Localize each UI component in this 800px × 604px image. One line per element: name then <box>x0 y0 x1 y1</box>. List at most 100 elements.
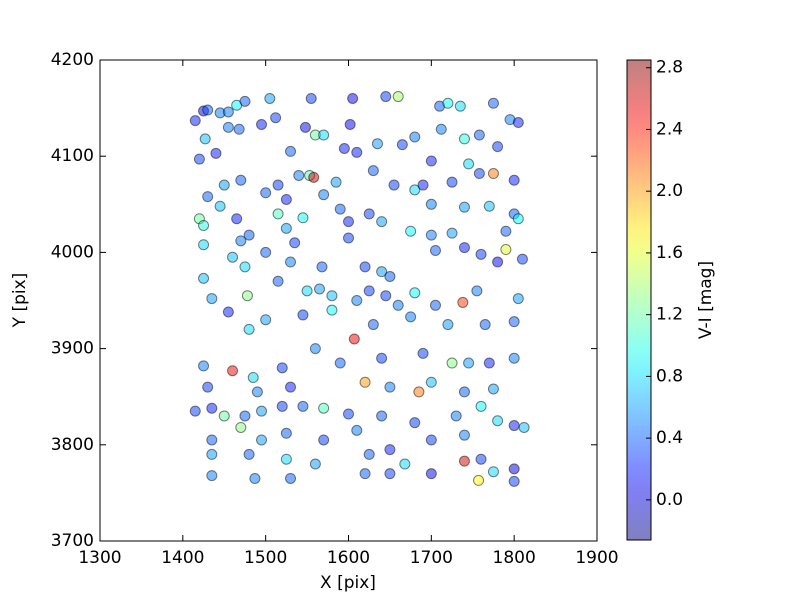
point <box>297 400 309 412</box>
point <box>367 165 379 177</box>
point <box>508 475 520 487</box>
point <box>376 352 388 364</box>
point <box>289 237 301 249</box>
point <box>376 216 388 228</box>
point <box>458 242 470 254</box>
point <box>348 333 360 345</box>
point <box>285 472 297 484</box>
point <box>351 295 363 306</box>
point <box>446 357 458 369</box>
point <box>473 168 485 180</box>
point <box>409 184 421 196</box>
point <box>318 402 330 414</box>
point <box>492 256 504 268</box>
point <box>239 95 251 107</box>
y-tick-label: 4200 <box>51 50 94 70</box>
point <box>280 453 292 465</box>
point <box>463 158 475 170</box>
point <box>318 434 330 446</box>
point <box>256 405 268 417</box>
colorbar-label: V-I [mag] <box>696 261 716 339</box>
point <box>512 213 524 225</box>
point <box>359 376 371 388</box>
point <box>309 458 321 470</box>
point <box>508 352 520 364</box>
point <box>264 92 276 104</box>
y-axis-label: Y [pix] <box>10 273 30 329</box>
point <box>193 153 205 165</box>
point <box>384 468 396 480</box>
point <box>256 118 268 130</box>
point <box>413 386 425 398</box>
point <box>297 309 309 321</box>
point <box>425 468 437 480</box>
point <box>351 424 363 436</box>
point <box>446 176 458 188</box>
point <box>272 275 284 287</box>
point <box>405 225 417 237</box>
colorbar-tick-label: 1.2 <box>656 305 683 325</box>
point <box>384 381 396 393</box>
point <box>334 203 346 215</box>
point <box>206 293 218 305</box>
point <box>425 155 437 167</box>
point <box>235 421 247 433</box>
point <box>442 319 454 331</box>
point <box>233 123 245 135</box>
point <box>508 463 520 475</box>
point <box>243 448 255 460</box>
point <box>343 216 354 228</box>
point <box>305 92 317 104</box>
y-tick-label: 4000 <box>51 242 94 262</box>
y-tick-label: 3700 <box>51 531 94 551</box>
point <box>487 168 499 180</box>
point <box>392 299 404 311</box>
colorbar-tick-label: 2.8 <box>656 58 683 78</box>
point <box>471 285 483 297</box>
x-tick-label: 1800 <box>493 548 536 568</box>
point <box>293 169 305 181</box>
point <box>500 225 512 237</box>
point <box>343 408 354 420</box>
point <box>458 455 470 467</box>
point <box>243 229 255 241</box>
point <box>512 117 524 129</box>
point <box>330 176 342 188</box>
point <box>435 123 447 135</box>
x-tick-label: 1400 <box>161 548 204 568</box>
point <box>483 200 495 212</box>
point <box>396 139 408 151</box>
colorbar-tick-label: 0.4 <box>656 428 683 448</box>
point <box>285 256 297 268</box>
point <box>425 434 437 446</box>
point <box>458 429 470 441</box>
point <box>247 371 259 383</box>
point <box>399 458 411 470</box>
colorbar-tick-label: 1.6 <box>656 243 683 263</box>
point <box>314 283 326 295</box>
point <box>285 381 297 393</box>
point <box>376 410 388 422</box>
colorbar-tick-label: 0.8 <box>656 366 683 386</box>
point <box>239 410 251 422</box>
points <box>189 91 530 487</box>
point <box>359 468 371 480</box>
point <box>347 92 359 104</box>
point <box>210 147 222 159</box>
x-tick-label: 1500 <box>244 548 287 568</box>
x-tick-label: 1700 <box>410 548 453 568</box>
point <box>425 229 437 241</box>
point <box>260 246 272 258</box>
point <box>309 343 321 355</box>
point <box>457 296 469 308</box>
point <box>384 270 396 282</box>
point <box>198 219 210 231</box>
point <box>202 381 214 393</box>
point <box>260 314 272 326</box>
point <box>417 179 429 191</box>
point <box>227 365 239 377</box>
point <box>475 400 487 412</box>
point <box>450 410 462 422</box>
point <box>235 174 247 186</box>
point <box>458 201 470 213</box>
